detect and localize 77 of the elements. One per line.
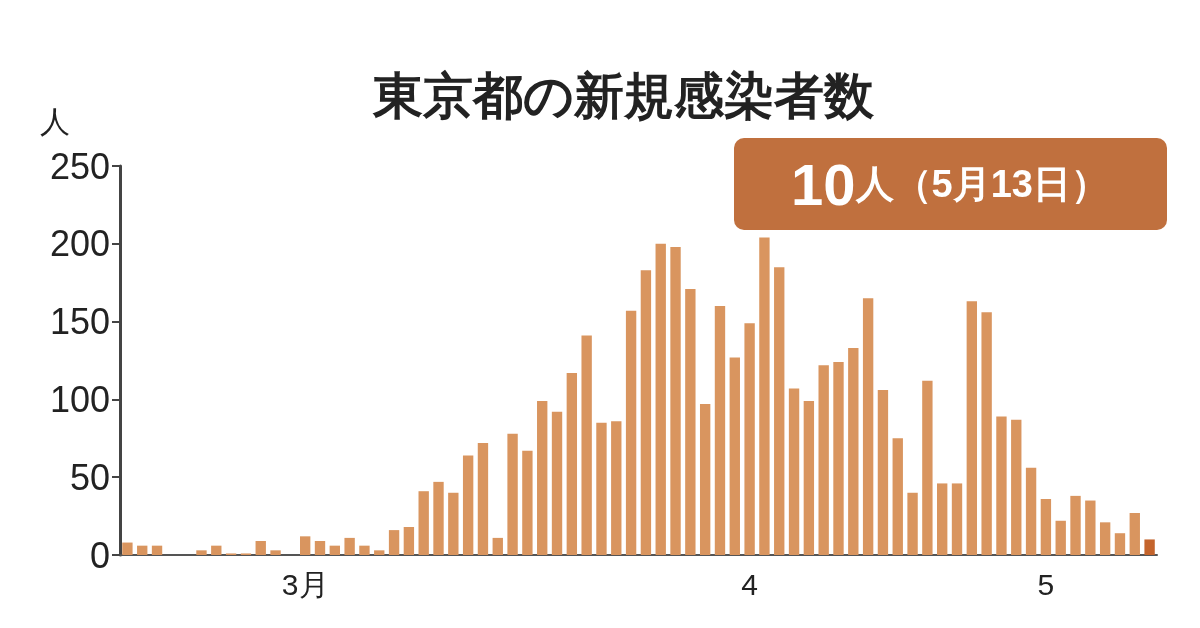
bar [299,536,311,555]
bar [448,492,459,555]
bar [122,542,133,555]
bar [862,298,874,555]
bar [877,390,889,555]
bar [981,312,992,555]
bar [507,433,518,555]
bar [1085,500,1096,555]
bar [803,400,815,555]
bar [1114,533,1126,555]
bar [255,541,266,555]
chart-title: 東京都の新規感染者数 [371,68,875,124]
bar [477,442,489,555]
bar [388,530,400,555]
bar [596,422,607,555]
bar [966,301,978,555]
bar [1129,512,1140,555]
bar [551,411,563,555]
bar [640,270,652,555]
bar [374,550,385,555]
annotation: 10人（5月13日） [791,151,1109,217]
bar [833,362,844,555]
bar [670,246,681,555]
x-tick-label: 4 [741,567,758,601]
y-tick-label: 200 [49,223,110,265]
bar [1070,495,1081,555]
bar [907,492,918,555]
bar [462,455,474,555]
bar [625,310,637,555]
y-tick-label: 50 [69,456,110,498]
y-tick-label: 100 [49,378,110,420]
bar [151,545,163,555]
bar [359,545,370,555]
bar [137,545,148,555]
y-tick-label: 0 [89,534,110,576]
y-tick-label: 250 [49,145,110,187]
bar [1144,539,1155,555]
bar [492,537,503,555]
bar [699,404,711,555]
bar [196,550,207,555]
bar [937,483,948,555]
bar [522,450,533,555]
x-tick-label: 3月 [281,567,329,601]
bar [818,365,829,555]
bar [1011,419,1022,555]
bar [1099,522,1111,555]
bar [714,306,726,555]
bar [566,372,578,555]
bar [211,545,222,555]
bar [774,267,785,555]
bar [729,357,740,555]
bar [403,526,415,555]
bar [537,400,548,555]
bar [951,483,963,555]
bar [922,380,933,555]
bar [314,541,326,555]
y-tick-label: 150 [49,301,110,343]
bar [329,545,340,555]
bar [611,421,622,555]
bar [270,550,281,555]
x-tick-label: 5 [1037,567,1055,601]
bar [655,243,666,555]
bar [759,237,770,555]
y-axis-title: 人 [40,104,70,138]
bar [1025,467,1037,555]
bar [996,416,1007,555]
bar [418,491,429,555]
bar [433,481,444,555]
bar [1055,520,1066,555]
bar [581,335,592,555]
bar [892,438,903,555]
bar [685,288,696,555]
bar [788,388,800,555]
bar [744,323,755,555]
bar [344,537,355,555]
bar [1040,498,1052,555]
bar [848,348,859,555]
